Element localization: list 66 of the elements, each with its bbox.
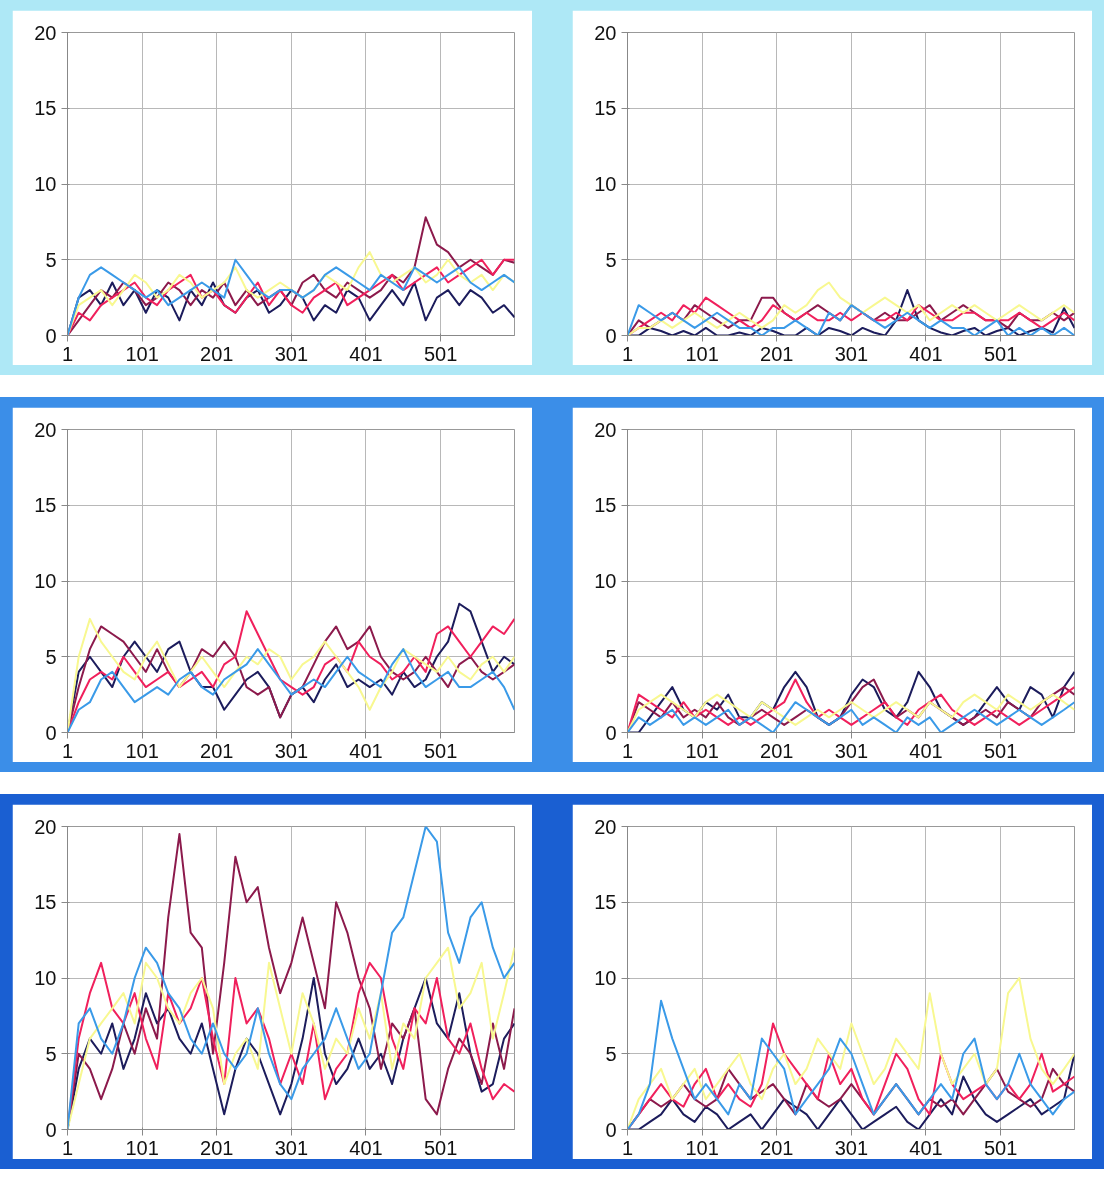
y-tick-label: 15	[594, 891, 617, 914]
x-tick-label: 301	[834, 342, 869, 365]
x-tick-label: 501	[423, 739, 458, 762]
x-tick-label: 501	[983, 1136, 1018, 1159]
y-tick-label: 10	[594, 570, 617, 592]
x-tick-label: 1	[61, 1136, 74, 1159]
x-tick-label: 301	[834, 1136, 869, 1159]
y-tick-label: 20	[34, 815, 57, 838]
x-tick-label: 101	[125, 342, 159, 365]
y-tick-label: 15	[34, 494, 57, 517]
y-tick-label: 20	[594, 21, 617, 44]
x-tick-label: 201	[760, 1136, 794, 1159]
x-tick-label: 201	[200, 739, 234, 762]
x-tick-label: 401	[349, 1136, 383, 1159]
x-tick-label: 101	[685, 1136, 719, 1159]
x-tick-label: 101	[685, 739, 719, 762]
x-tick-label: 401	[909, 739, 943, 762]
x-tick-label: 301	[834, 739, 869, 762]
x-tick-label: 501	[423, 342, 458, 365]
y-tick-label: 0	[45, 324, 57, 347]
y-tick-label: 0	[605, 721, 617, 744]
y-tick-label: 5	[605, 248, 617, 271]
x-tick-label: 401	[349, 739, 383, 762]
y-tick-label: 20	[34, 21, 57, 44]
y-tick-label: 15	[34, 891, 57, 914]
y-tick-label: 0	[605, 1118, 617, 1141]
x-tick-label: 1	[621, 342, 634, 365]
y-tick-label: 10	[594, 967, 617, 989]
y-tick-label: 10	[34, 967, 57, 989]
x-tick-label: 1	[621, 1136, 634, 1159]
y-tick-label: 10	[34, 173, 57, 195]
y-tick-label: 15	[34, 97, 57, 120]
x-tick-label: 301	[274, 342, 309, 365]
x-tick-label: 1	[61, 739, 74, 762]
y-tick-label: 5	[605, 1042, 617, 1065]
x-tick-label: 101	[125, 1136, 159, 1159]
y-tick-label: 15	[594, 494, 617, 517]
x-tick-label: 501	[983, 342, 1018, 365]
y-tick-label: 0	[45, 721, 57, 744]
y-tick-label: 10	[594, 173, 617, 195]
x-tick-label: 1	[61, 342, 74, 365]
y-tick-label: 5	[605, 645, 617, 668]
x-tick-label: 401	[909, 342, 943, 365]
y-tick-label: 0	[605, 324, 617, 347]
y-tick-label: 15	[594, 97, 617, 120]
x-tick-label: 201	[760, 342, 794, 365]
x-tick-label: 201	[200, 342, 234, 365]
y-tick-label: 20	[594, 815, 617, 838]
y-tick-label: 5	[45, 1042, 57, 1065]
x-tick-label: 401	[909, 1136, 943, 1159]
y-tick-label: 0	[45, 1118, 57, 1141]
x-tick-label: 501	[983, 739, 1018, 762]
x-tick-label: 301	[274, 739, 309, 762]
x-tick-label: 201	[200, 1136, 234, 1159]
x-tick-label: 101	[125, 739, 159, 762]
y-tick-label: 5	[45, 645, 57, 668]
y-tick-label: 20	[594, 418, 617, 441]
x-tick-label: 401	[349, 342, 383, 365]
y-tick-label: 10	[34, 570, 57, 592]
x-tick-label: 201	[760, 739, 794, 762]
x-tick-label: 1	[621, 739, 634, 762]
y-tick-label: 5	[45, 248, 57, 271]
x-tick-label: 301	[274, 1136, 309, 1159]
x-tick-label: 101	[685, 342, 719, 365]
x-tick-label: 501	[423, 1136, 458, 1159]
y-tick-label: 20	[34, 418, 57, 441]
